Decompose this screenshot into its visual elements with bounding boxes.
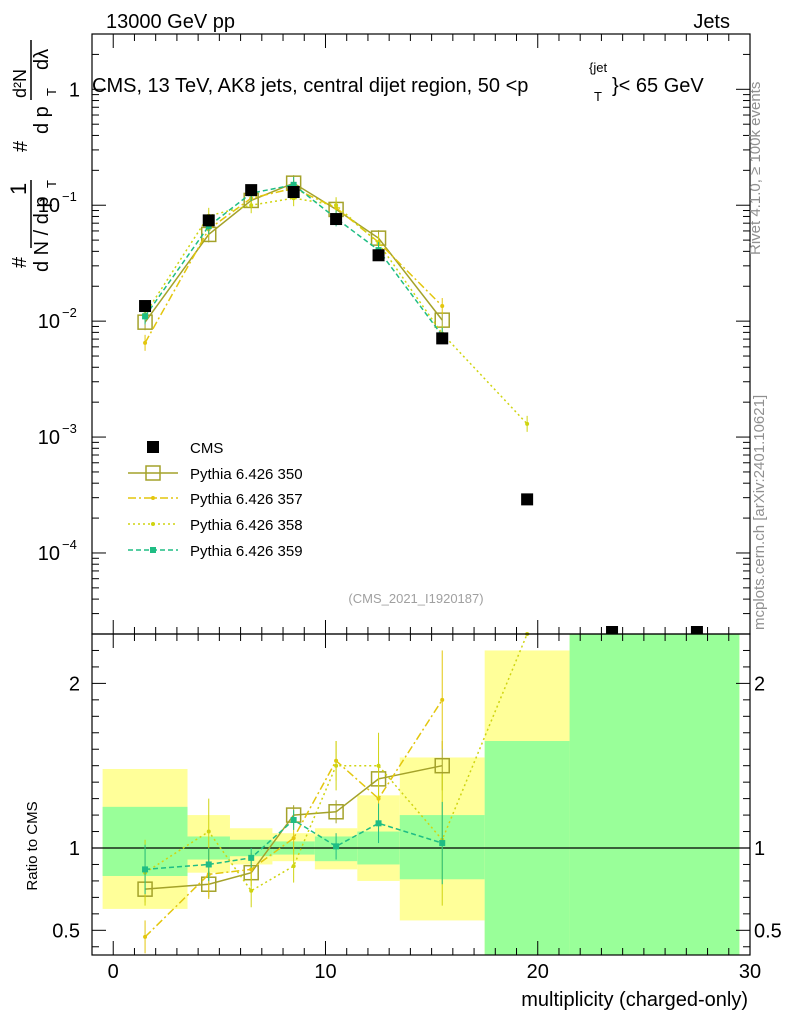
cms-point-0 bbox=[139, 300, 152, 313]
ylabel-T1: T bbox=[44, 180, 59, 188]
y-tick-label-exp-1: −3 bbox=[62, 421, 77, 436]
legend-p350-label: Pythia 6.426 350 bbox=[190, 466, 303, 483]
title-main: CMS, 13 TeV, AK8 jets, central dijet reg… bbox=[92, 75, 528, 97]
legend-p359-label: Pythia 6.426 359 bbox=[190, 543, 303, 560]
ylabel-dpT-2: d p bbox=[31, 106, 53, 134]
ratio-tick-label-left-0: 0.5 bbox=[52, 920, 80, 942]
cms-point-5 bbox=[372, 249, 385, 262]
cms-point-3 bbox=[287, 186, 300, 199]
main-panel bbox=[137, 175, 703, 638]
y-axis-label-main: # 1 d N / d p T # d²N d p T dλ bbox=[6, 40, 59, 272]
x-tick-label-0: 0 bbox=[108, 961, 119, 983]
title-sup: {jet bbox=[589, 60, 607, 75]
x-axis-label: multiplicity (charged-only) bbox=[521, 989, 748, 1011]
y-axis-label-ratio: Ratio to CMS bbox=[24, 801, 41, 890]
p358-ratio-point-3 bbox=[291, 864, 296, 869]
header-left: 13000 GeV pp bbox=[106, 11, 235, 33]
ratio-tick-label-right-2: 2 bbox=[754, 673, 765, 695]
title-sub: T bbox=[594, 89, 602, 104]
x-tick-label-10: 10 bbox=[314, 961, 336, 983]
y-tick-label-base-1: 10 bbox=[38, 427, 60, 449]
p357-main-point-0 bbox=[143, 340, 148, 345]
legend-p357-label: Pythia 6.426 357 bbox=[190, 491, 303, 508]
p359-main-point-0 bbox=[142, 313, 149, 320]
ratio-panel bbox=[92, 632, 750, 955]
p357-ratio-point-3 bbox=[291, 836, 296, 841]
legend: CMS Pythia 6.426 350 Pythia 6.426 357 Py… bbox=[128, 440, 303, 560]
p358-ratio-point-1 bbox=[206, 829, 211, 834]
ylabel-dN-dpT: d N / d p bbox=[31, 196, 53, 272]
p359-ratio-point-6 bbox=[439, 840, 446, 847]
x-tick-label-30: 30 bbox=[739, 961, 761, 983]
ratio-tick-label-left-1: 1 bbox=[69, 838, 80, 860]
ratio-tick-label-left-2: 2 bbox=[69, 673, 80, 695]
ratio-tick-label-right-0: 0.5 bbox=[754, 920, 782, 942]
ratio-frame bbox=[91, 633, 751, 956]
ylabel-one: 1 bbox=[6, 183, 31, 195]
p357-ratio-point-0 bbox=[143, 934, 148, 939]
cms-point-1 bbox=[202, 214, 215, 227]
p350-ratio-point-6 bbox=[434, 757, 450, 774]
p358-ratio-point-2 bbox=[249, 888, 254, 893]
p358-main-point-7 bbox=[525, 421, 530, 426]
y-tick-label-exp-2: −2 bbox=[62, 305, 77, 320]
x-tick-label-20: 20 bbox=[527, 961, 549, 983]
p359-ratio-point-4 bbox=[333, 843, 340, 850]
y-tick-label-base-2: 10 bbox=[38, 311, 60, 333]
band-green-8 bbox=[569, 634, 740, 955]
legend-cms-marker bbox=[147, 441, 159, 453]
mcplots-label: mcplots.cern.ch [arXiv:2401.10621] bbox=[751, 395, 768, 630]
analysis-watermark: (CMS_2021_I1920187) bbox=[348, 591, 483, 606]
ylabel-hash-1: # bbox=[9, 256, 31, 268]
legend-p350-marker bbox=[145, 465, 161, 481]
p359-ratio-point-0 bbox=[142, 866, 149, 873]
legend-p359-marker bbox=[150, 547, 156, 553]
legend-p358-label: Pythia 6.426 358 bbox=[190, 517, 303, 534]
p359-main-point-3 bbox=[290, 181, 297, 188]
ylabel-dlambda: dλ bbox=[31, 49, 53, 70]
p359-ratio-point-3 bbox=[290, 817, 297, 824]
ylabel-d2N: d²N bbox=[10, 69, 30, 98]
p358-ratio-point-5 bbox=[376, 763, 381, 768]
cms-point-2 bbox=[245, 184, 258, 197]
y-tick-label-base-3: 10 bbox=[38, 195, 60, 217]
p357-main-line bbox=[144, 187, 443, 344]
p358-main-point-4 bbox=[334, 203, 339, 208]
p358-ratio-point-4 bbox=[334, 763, 339, 768]
y-tick-label-base-0: 10 bbox=[38, 543, 60, 565]
cms-point-4 bbox=[330, 213, 343, 226]
plot-title: CMS, 13 TeV, AK8 jets, central dijet reg… bbox=[92, 60, 704, 104]
rivet-label: Rivet 4.1.0, ≥ 100k events bbox=[747, 82, 764, 255]
p359-ratio-point-2 bbox=[248, 854, 255, 861]
ylabel-T2: T bbox=[44, 88, 59, 96]
p357-ratio-point-2 bbox=[249, 867, 254, 872]
y-tick-label-exp-0: −4 bbox=[62, 537, 77, 552]
p350-ratio-point-4 bbox=[328, 804, 344, 820]
p357-main-point-6 bbox=[440, 304, 445, 309]
p358-ratio-line bbox=[144, 633, 528, 892]
p359-ratio-point-1 bbox=[205, 861, 212, 868]
y-tick-label-exp-3: −1 bbox=[62, 189, 77, 204]
cms-point-6 bbox=[436, 332, 449, 345]
ylabel-hash-2: # bbox=[10, 140, 32, 152]
title-tail: }< 65 GeV bbox=[612, 75, 704, 97]
p358-main-point-2 bbox=[249, 203, 254, 208]
header-right: Jets bbox=[693, 11, 730, 33]
cms-point-7 bbox=[521, 493, 534, 506]
p359-ratio-point-5 bbox=[375, 820, 382, 827]
p357-ratio-point-6 bbox=[440, 697, 445, 702]
legend-cms-label: CMS bbox=[190, 440, 223, 457]
y-tick-label-base-4: 1 bbox=[69, 79, 80, 101]
ratio-tick-label-right-1: 1 bbox=[754, 838, 765, 860]
